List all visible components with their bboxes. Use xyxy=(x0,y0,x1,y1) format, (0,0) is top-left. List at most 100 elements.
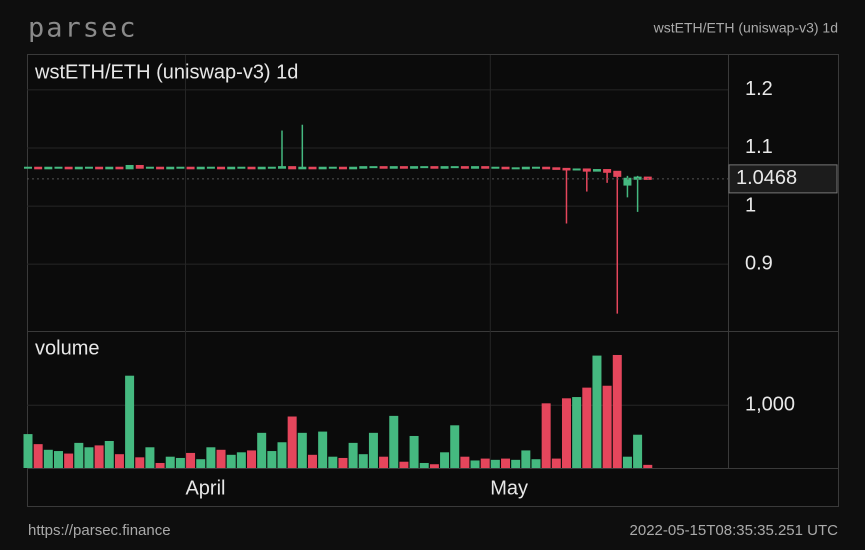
candle-body xyxy=(217,166,226,170)
candle-body xyxy=(278,166,286,169)
candle-body xyxy=(552,167,561,170)
candle-body xyxy=(206,166,215,169)
candle-body xyxy=(359,166,368,169)
candle-body xyxy=(288,166,297,170)
candle-body xyxy=(145,166,154,169)
volume-bar xyxy=(175,457,185,468)
volume-bar xyxy=(348,442,358,468)
candle-body xyxy=(227,166,236,170)
candle-body xyxy=(44,166,53,170)
candle-body xyxy=(135,164,144,169)
candle-body xyxy=(237,166,246,169)
x-tick-label: April xyxy=(185,477,225,499)
logo: parsec xyxy=(28,13,138,44)
volume-bar xyxy=(297,432,307,468)
volume-bar xyxy=(33,444,43,468)
volume-bar xyxy=(389,415,399,468)
candle-body xyxy=(125,164,134,170)
volume-bar xyxy=(145,447,155,468)
candle-body xyxy=(308,166,317,170)
candle-body xyxy=(115,166,124,170)
volume-bar xyxy=(338,457,348,468)
volume-bar xyxy=(186,452,196,468)
volume-bar xyxy=(277,442,287,468)
volume-bar xyxy=(511,459,521,468)
candle-body xyxy=(105,166,114,170)
candle-body xyxy=(74,166,83,170)
volume-bar xyxy=(490,459,500,468)
candle-body xyxy=(501,166,510,170)
candle-body xyxy=(521,166,530,170)
volume-bar xyxy=(450,425,460,468)
volume-bar xyxy=(521,450,531,468)
candle-body xyxy=(338,166,347,170)
candle-body xyxy=(196,166,205,170)
volume-bar xyxy=(287,416,297,468)
candle-body xyxy=(389,166,398,169)
volume-bar xyxy=(23,434,33,468)
volume-bar xyxy=(125,375,135,468)
volume-bar xyxy=(165,456,175,468)
chart-title: wstETH/ETH (uniswap-v3) 1d xyxy=(34,61,298,83)
volume-label: volume xyxy=(35,337,99,359)
candle-body xyxy=(84,166,93,169)
volume-bar xyxy=(592,355,602,468)
candle-body xyxy=(511,167,520,170)
candle-body xyxy=(420,166,429,169)
candle-body xyxy=(572,168,581,171)
volume-bar xyxy=(622,456,632,468)
candle-body xyxy=(156,166,165,170)
candle-body xyxy=(471,166,480,169)
volume-bar xyxy=(612,354,622,468)
volume-bar xyxy=(399,461,409,468)
volume-bar xyxy=(307,454,317,468)
y-tick-label: 1 xyxy=(745,194,756,216)
candle-body xyxy=(430,166,439,169)
volume-bar xyxy=(633,434,643,468)
volume-bar xyxy=(572,397,582,468)
volume-bar xyxy=(196,459,206,468)
footer-url: https://parsec.finance xyxy=(28,522,171,539)
candle-body xyxy=(562,167,571,171)
candle-body xyxy=(298,166,307,170)
candle-body xyxy=(440,166,449,169)
candle-body xyxy=(54,166,63,169)
candle-body xyxy=(450,166,459,169)
volume-bar xyxy=(104,441,114,468)
volume-bar xyxy=(379,456,389,468)
volume-bar xyxy=(64,453,74,468)
volume-bar xyxy=(53,451,63,468)
candle-body xyxy=(410,166,419,169)
volume-bar xyxy=(43,449,53,468)
candle-body xyxy=(582,168,591,172)
candle-body xyxy=(633,176,642,180)
y-tick-label: 0.9 xyxy=(745,252,773,274)
candle-body xyxy=(318,166,327,170)
volume-bar xyxy=(206,447,216,468)
candle-body xyxy=(95,166,104,170)
volume-bar xyxy=(429,464,439,468)
volume-bar xyxy=(328,456,338,468)
volume-bar xyxy=(541,403,551,468)
volume-bar xyxy=(470,460,480,468)
volume-bar xyxy=(114,454,124,468)
volume-bar xyxy=(74,442,84,468)
volume-bar xyxy=(358,454,368,468)
candle-body xyxy=(176,166,185,169)
volume-bar xyxy=(368,432,378,468)
footer-timestamp: 2022-05-15T08:35:35.251 UTC xyxy=(630,522,839,539)
volume-bar xyxy=(643,464,653,468)
volume-bar xyxy=(551,458,561,468)
candle-body xyxy=(349,166,358,170)
volume-bar xyxy=(267,451,277,468)
volume-bar xyxy=(501,458,511,468)
volume-tick-label: 1,000 xyxy=(745,393,795,415)
candle-body xyxy=(379,166,388,169)
candle-body xyxy=(34,166,43,170)
volume-bar xyxy=(247,450,257,468)
volume-bar xyxy=(582,387,592,468)
candle-body xyxy=(643,176,652,180)
candle-body xyxy=(247,166,256,170)
volume-bar xyxy=(440,452,450,468)
